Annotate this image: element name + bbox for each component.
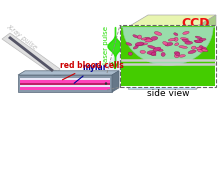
Ellipse shape <box>197 48 203 52</box>
Polygon shape <box>112 71 119 92</box>
Ellipse shape <box>174 52 180 54</box>
Text: red blood cells: red blood cells <box>60 60 124 80</box>
Ellipse shape <box>126 43 132 46</box>
Polygon shape <box>8 36 54 72</box>
Ellipse shape <box>135 43 144 46</box>
Ellipse shape <box>183 31 189 34</box>
Ellipse shape <box>176 53 180 56</box>
Ellipse shape <box>174 37 178 41</box>
Ellipse shape <box>145 39 153 42</box>
Text: laser pulse: laser pulse <box>103 26 109 64</box>
Ellipse shape <box>148 45 156 49</box>
Ellipse shape <box>175 43 179 46</box>
Ellipse shape <box>179 55 185 57</box>
Ellipse shape <box>195 40 203 43</box>
Ellipse shape <box>201 49 208 52</box>
Ellipse shape <box>200 47 207 50</box>
Ellipse shape <box>197 40 203 43</box>
Ellipse shape <box>174 33 178 36</box>
Polygon shape <box>20 84 110 87</box>
Ellipse shape <box>133 46 138 49</box>
Polygon shape <box>20 80 110 83</box>
Ellipse shape <box>163 41 168 45</box>
Polygon shape <box>52 71 62 78</box>
Ellipse shape <box>150 36 158 40</box>
Polygon shape <box>128 27 196 89</box>
Ellipse shape <box>135 42 144 46</box>
Ellipse shape <box>195 36 202 39</box>
Ellipse shape <box>168 38 175 41</box>
Polygon shape <box>18 71 119 75</box>
Ellipse shape <box>180 38 188 40</box>
Ellipse shape <box>141 38 147 40</box>
Text: X-ray pulse: X-ray pulse <box>5 23 38 51</box>
Polygon shape <box>121 27 215 65</box>
Ellipse shape <box>151 54 165 68</box>
Ellipse shape <box>105 82 107 85</box>
Ellipse shape <box>144 37 150 40</box>
Ellipse shape <box>153 47 161 51</box>
Ellipse shape <box>179 46 187 48</box>
Polygon shape <box>20 87 110 90</box>
Ellipse shape <box>196 47 202 49</box>
Polygon shape <box>2 33 60 74</box>
Polygon shape <box>20 83 110 84</box>
Ellipse shape <box>182 39 190 43</box>
Polygon shape <box>100 33 130 83</box>
Text: mylar: mylar <box>74 63 106 83</box>
Ellipse shape <box>155 48 163 51</box>
Text: CCD: CCD <box>182 17 210 30</box>
Ellipse shape <box>154 32 162 35</box>
Ellipse shape <box>149 52 156 56</box>
Ellipse shape <box>146 39 152 42</box>
Polygon shape <box>196 15 216 89</box>
Polygon shape <box>128 15 216 27</box>
Ellipse shape <box>147 51 156 54</box>
Ellipse shape <box>174 54 179 58</box>
Ellipse shape <box>133 35 138 38</box>
Ellipse shape <box>137 35 142 39</box>
Ellipse shape <box>151 52 156 55</box>
Ellipse shape <box>128 52 132 55</box>
Ellipse shape <box>199 46 203 49</box>
Ellipse shape <box>161 52 165 56</box>
Polygon shape <box>20 78 110 80</box>
Ellipse shape <box>140 50 145 53</box>
Ellipse shape <box>156 59 160 63</box>
Ellipse shape <box>141 43 148 45</box>
Ellipse shape <box>185 41 193 44</box>
Ellipse shape <box>194 40 200 43</box>
Ellipse shape <box>165 43 173 46</box>
Ellipse shape <box>199 38 206 41</box>
Ellipse shape <box>191 46 196 49</box>
Bar <box>121 26 215 86</box>
Ellipse shape <box>188 50 196 54</box>
Bar <box>120 25 216 87</box>
Text: side view: side view <box>147 90 189 98</box>
Polygon shape <box>18 75 112 92</box>
